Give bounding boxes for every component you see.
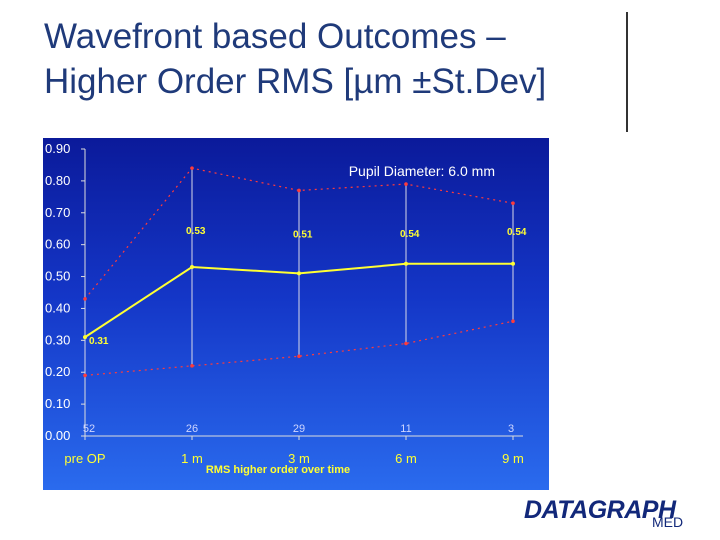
y-tick-label: 0.80: [45, 173, 70, 188]
point-upper: [83, 297, 87, 301]
y-tick-label: 0.50: [45, 269, 70, 284]
sample-count: 26: [186, 423, 198, 435]
sample-count: 11: [400, 423, 411, 435]
point-upper: [404, 182, 408, 186]
slide-title: Wavefront based Outcomes – Higher Order …: [44, 14, 634, 104]
x-axis-label: RMS higher order over time: [206, 464, 350, 476]
x-tick-label: 6 m: [395, 451, 417, 466]
value-label: 0.54: [400, 229, 420, 240]
y-tick-label: 0.90: [45, 141, 70, 156]
y-tick-label: 0.20: [45, 364, 70, 379]
point-lower: [83, 373, 87, 378]
x-tick-label: 9 m: [502, 451, 524, 466]
divider-line: [626, 12, 628, 132]
x-tick-label: 1 m: [181, 451, 203, 466]
value-label: 0.51: [293, 229, 313, 240]
point-lower: [297, 354, 301, 359]
rms-chart: 0.00 0.10 0.20 0.30 0.40 0.50 0.60 0.70 0.80 0.90…: [45, 141, 527, 476]
point-mean: [297, 271, 301, 276]
value-label: 0.53: [186, 226, 206, 237]
x-tick-label: pre OP: [64, 451, 105, 466]
y-tick-label: 0.40: [45, 300, 70, 315]
sample-count: 3: [508, 423, 514, 435]
point-upper: [511, 201, 515, 206]
title-line-2: Higher Order RMS [µm ±St.Dev]: [44, 62, 547, 101]
value-label: 0.31: [89, 336, 109, 347]
point-upper: [190, 166, 194, 170]
point-lower: [404, 341, 408, 346]
datagraph-logo: DATAGRAPH MED: [524, 494, 714, 534]
value-label: 0.54: [507, 227, 527, 238]
y-tick-label: 0.10: [45, 396, 70, 411]
logo-sub: MED: [652, 514, 684, 530]
point-lower: [511, 319, 515, 323]
y-tick-label: 0.60: [45, 237, 70, 252]
sample-count: 52: [83, 423, 95, 435]
point-mean: [190, 264, 194, 269]
y-tick-label: 0.00: [45, 428, 70, 443]
x-tick-label: 3 m: [288, 451, 310, 466]
series-line-upper: [84, 167, 514, 300]
title-line-1: Wavefront based Outcomes –: [44, 17, 506, 56]
chart-panel: 0.00 0.10 0.20 0.30 0.40 0.50 0.60 0.70 0.80 0.90…: [43, 138, 549, 490]
y-tick-label: 0.30: [45, 332, 70, 347]
logo-wordmark: DATAGRAPH: [524, 496, 676, 524]
chart-title: Pupil Diameter: 6.0 mm: [349, 163, 495, 179]
y-tick-label: 0.70: [45, 205, 70, 220]
point-mean: [404, 261, 408, 266]
sample-count: 29: [293, 423, 305, 435]
point-lower: [190, 364, 194, 368]
point-mean: [83, 335, 87, 340]
point-mean: [511, 261, 515, 266]
point-upper: [297, 188, 301, 193]
